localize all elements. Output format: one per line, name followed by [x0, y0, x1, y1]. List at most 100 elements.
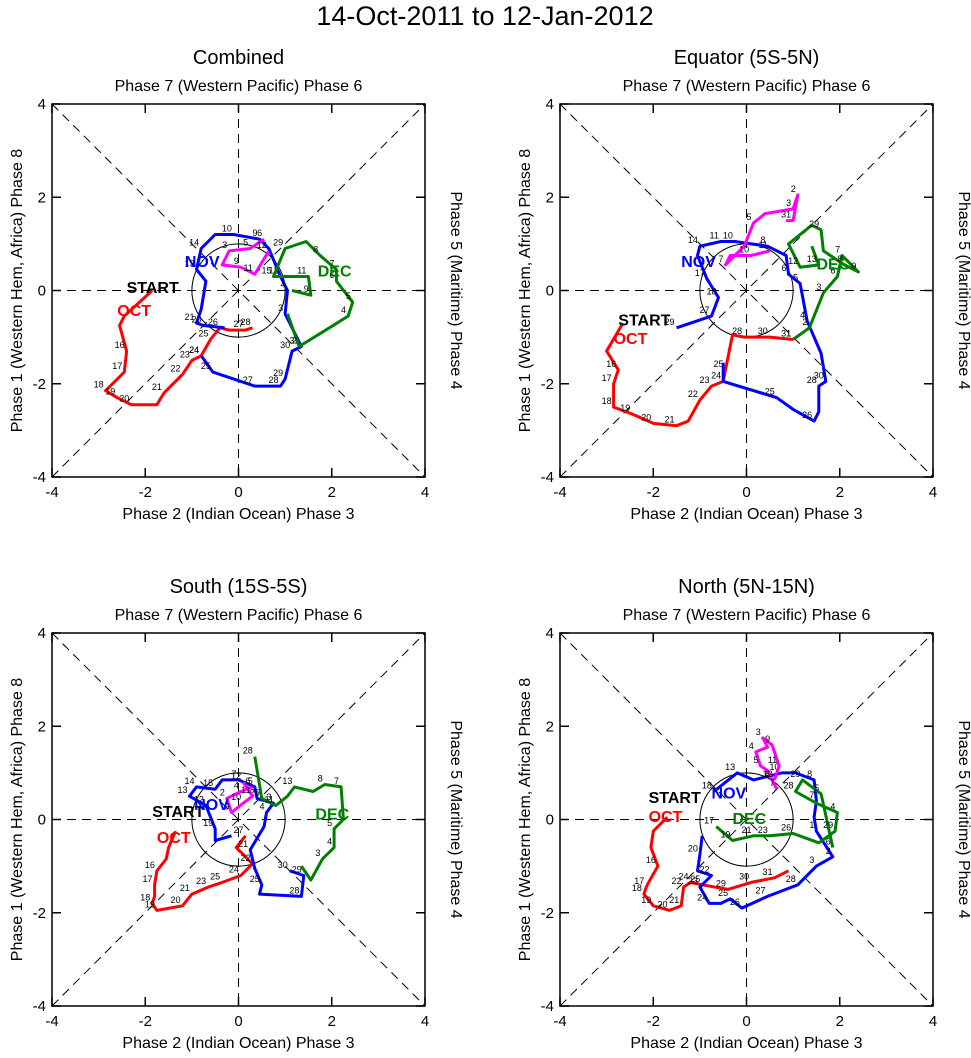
day-label: 13	[185, 259, 195, 269]
axis-label-bottom: Phase 2 (Indian Ocean) Phase 3	[122, 506, 354, 523]
day-label: 3	[315, 848, 320, 858]
day-label: 7	[329, 259, 334, 269]
day-label: 8	[760, 235, 765, 245]
y-tick-label: 4	[38, 96, 46, 113]
day-label: 11	[264, 795, 273, 805]
unit-circle	[699, 772, 794, 867]
series-jan-line	[724, 193, 800, 267]
axis-label-right: Phase 5 (Maritime) Phase 4	[447, 191, 464, 389]
day-label: 7	[231, 769, 236, 779]
month-label-dec: DEC	[318, 264, 352, 281]
day-label: 28	[240, 317, 250, 327]
y-tick-label: 0	[38, 283, 46, 300]
x-tick-label: 0	[234, 484, 242, 501]
day-label: 25	[250, 874, 260, 884]
y-tick-label: -2	[33, 905, 46, 922]
day-label: 18	[140, 892, 150, 902]
day-label: 27	[700, 305, 710, 315]
x-tick-label: -4	[553, 484, 566, 501]
axis-label-top: Phase 7 (Western Pacific) Phase 6	[623, 78, 871, 95]
day-label: 26	[250, 788, 260, 798]
day-label: 4	[259, 802, 264, 812]
day-label: 28	[289, 885, 299, 895]
day-label: 17	[143, 874, 153, 884]
day-label: 9	[851, 261, 856, 271]
day-label: 8	[837, 254, 842, 264]
day-label: 29	[273, 238, 283, 248]
day-label: 22	[240, 853, 250, 863]
day-label: 12	[762, 769, 772, 779]
day-label: 8	[318, 774, 323, 784]
day-label: 24	[189, 345, 199, 355]
series-dec-line	[272, 240, 355, 348]
day-label: 4	[830, 802, 835, 812]
day-label: 24	[711, 370, 721, 380]
day-label: 12	[268, 266, 278, 276]
y-tick-label: 0	[546, 283, 554, 300]
day-label: 25	[765, 387, 775, 397]
day-label: 26	[781, 822, 791, 832]
day-label: 29	[665, 317, 675, 327]
day-label: 25	[690, 874, 700, 884]
day-label: 27	[233, 825, 243, 835]
axis-label-top: Phase 7 (Western Pacific) Phase 6	[115, 78, 363, 95]
x-tick-label: 0	[234, 1013, 242, 1030]
x-tick-label: 2	[328, 1013, 336, 1030]
series-dec-line	[715, 778, 839, 848]
x-tick-label: 4	[421, 1013, 429, 1030]
day-label: 17	[602, 373, 612, 383]
month-label-oct: OCT	[117, 303, 151, 320]
day-label: 8	[807, 769, 812, 779]
y-tick-label: -4	[33, 469, 46, 486]
day-label: 21	[741, 825, 751, 835]
day-label: 24	[697, 892, 707, 902]
x-tick-label: -4	[45, 484, 58, 501]
series-jan-line	[220, 237, 271, 276]
day-label: 31	[781, 328, 791, 338]
y-tick-label: -4	[541, 469, 554, 486]
axis-label-right: Phase 5 (Maritime) Phase 4	[447, 720, 464, 918]
day-label: 7	[809, 790, 814, 800]
axis-label-left: Phase 1 (Western Hem, Africa) Phase 8	[9, 678, 26, 961]
series-oct-line	[150, 830, 254, 912]
panel-south: South (15S-5S) Phase 7 (Western Pacific) …	[9, 576, 464, 1052]
day-label: 25	[201, 361, 211, 371]
panel-equator: Equator (5S-5N) Phase 7 (Western Pacific)…	[517, 47, 971, 523]
y-tick-label: -2	[33, 376, 46, 393]
day-label: 13	[807, 254, 817, 264]
panel-combined: Combined Phase 7 (Western Pacific) Phase …	[9, 47, 464, 523]
axis-label-top: Phase 7 (Western Pacific) Phase 6	[623, 607, 871, 624]
day-label: 4	[280, 280, 285, 290]
day-label: 21	[185, 312, 195, 322]
day-label: 5	[753, 755, 758, 765]
day-label: 12	[231, 771, 241, 781]
y-tick-label: -2	[541, 905, 554, 922]
day-label: 3	[278, 303, 283, 313]
axis-label-left: Phase 1 (Western Hem, Africa) Phase 8	[9, 149, 26, 432]
day-label: 14	[688, 235, 698, 245]
day-label: 3	[756, 727, 761, 737]
day-label: 29	[809, 219, 819, 229]
day-label: 14	[185, 776, 195, 786]
day-label: 29	[716, 878, 726, 888]
day-label: 9	[252, 228, 257, 238]
day-label: 22	[672, 876, 682, 886]
month-label-start: START	[618, 312, 670, 329]
y-tick-label: 0	[546, 812, 554, 829]
month-label-dec: DEC	[816, 257, 850, 274]
day-label: 3	[809, 855, 814, 865]
x-tick-label: 4	[929, 484, 937, 501]
x-tick-label: -2	[647, 484, 660, 501]
day-label: 19	[105, 387, 115, 397]
day-label: 16	[606, 359, 616, 369]
day-label: 12	[194, 795, 204, 805]
day-label: 30	[278, 860, 288, 870]
day-label: 20	[119, 394, 129, 404]
x-tick-label: 0	[742, 484, 750, 501]
day-label: 6	[765, 769, 770, 779]
day-label: 27	[233, 319, 243, 329]
axis-label-bottom: Phase 2 (Indian Ocean) Phase 3	[122, 1035, 354, 1052]
axis-label-right: Phase 5 (Maritime) Phase 4	[955, 720, 971, 918]
x-tick-label: -2	[139, 1013, 152, 1030]
